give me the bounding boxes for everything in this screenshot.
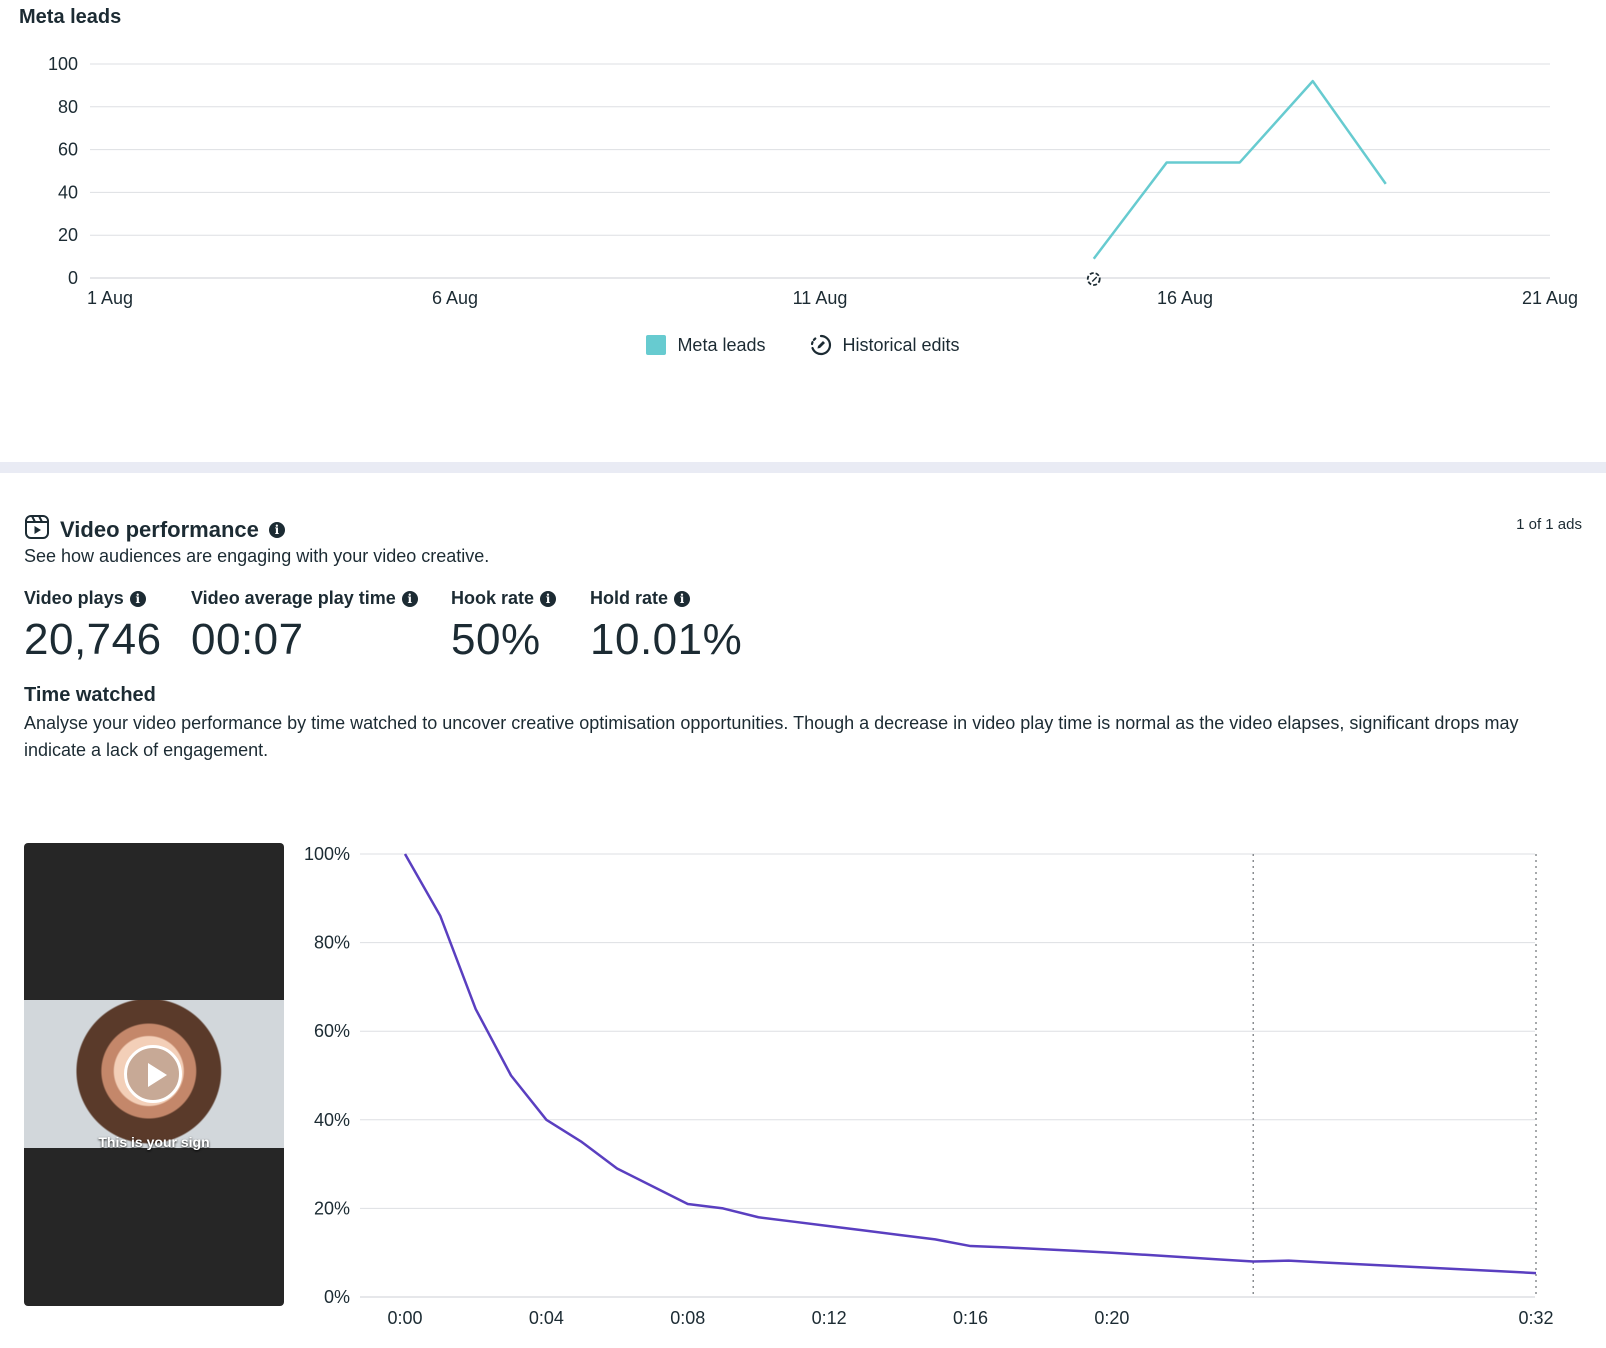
metric-label: Video average play time <box>191 588 396 608</box>
x-tick-label: 0:12 <box>812 1308 847 1328</box>
metric-value: 00:07 <box>191 615 304 664</box>
y-tick-label: 40 <box>58 182 78 202</box>
video-caption: This is your sign <box>98 1134 210 1150</box>
chart-legend: Meta leads Historical edits <box>0 334 1606 356</box>
historical-edit-icon <box>810 334 832 356</box>
metric-label: Hook rate <box>451 588 535 608</box>
section-divider <box>0 462 1606 473</box>
info-icon[interactable]: i <box>268 521 285 538</box>
metric-value: 10.01% <box>590 615 743 664</box>
metric-value: 50% <box>451 615 541 664</box>
x-tick-label: 6 Aug <box>432 288 478 308</box>
y-tick-label: 20 <box>58 225 78 245</box>
x-tick-label: 0:04 <box>529 1308 564 1328</box>
y-tick-label: 40% <box>314 1110 350 1130</box>
metric-label: Hold rate <box>590 588 669 608</box>
y-tick-label: 0% <box>324 1287 350 1307</box>
info-icon[interactable]: i <box>129 590 146 607</box>
y-tick-label: 80 <box>58 97 78 117</box>
play-icon[interactable] <box>124 1045 182 1103</box>
y-tick-label: 60% <box>314 1021 350 1041</box>
legend-item-historical-edits[interactable]: Historical edits <box>810 334 960 356</box>
video-reel-icon <box>24 514 50 545</box>
video-performance-title: Video performance <box>60 516 259 542</box>
x-tick-label: 0:32 <box>1518 1308 1553 1328</box>
x-tick-label: 0:16 <box>953 1308 988 1328</box>
metric-label: Video plays <box>24 588 124 608</box>
ads-count: 1 of 1 ads <box>1516 516 1582 533</box>
time-watched-description: Analyse your video performance by time w… <box>24 713 1519 760</box>
y-tick-label: 80% <box>314 933 350 953</box>
video-performance-header: Video performance i <box>24 514 285 545</box>
teal-swatch-icon <box>646 335 667 355</box>
x-tick-label: 11 Aug <box>793 288 848 308</box>
x-tick-label: 0:20 <box>1094 1308 1129 1328</box>
time-watched-title: Time watched <box>24 684 156 706</box>
x-tick-label: 0:00 <box>387 1308 422 1328</box>
y-tick-label: 20% <box>314 1198 350 1218</box>
x-tick-label: 16 Aug <box>1157 288 1213 308</box>
meta-leads-chart: 0 20 40 60 80 100 1 Aug 6 Aug 11 Aug 16 Aug 21 Aug <box>48 54 1578 308</box>
x-tick-label: 21 Aug <box>1522 288 1578 308</box>
legend-historical-edits-label: Historical edits <box>842 334 960 355</box>
x-tick-label: 1 Aug <box>87 288 133 308</box>
legend-item-meta-leads[interactable]: Meta leads <box>646 334 766 356</box>
video-performance-subtitle: See how audiences are engaging with your… <box>24 546 490 566</box>
metric-hold-rate: Hold rate i 10.01% <box>590 588 742 665</box>
metric-video-plays: Video plays i 20,746 <box>24 588 162 665</box>
info-icon[interactable]: i <box>401 590 418 607</box>
legend-meta-leads-label: Meta leads <box>677 334 766 355</box>
metric-average-play-time: Video average play time i 00:07 <box>191 588 418 665</box>
y-tick-label: 60 <box>58 140 78 160</box>
series-line-time-watched <box>403 853 1537 1275</box>
time-watched-chart: 0% 20% 40% 60% 80% 100% 0:00 0:04 0:08 0:12 0:16 0:… <box>304 844 1554 1328</box>
y-tick-label: 100 <box>48 54 78 74</box>
video-thumbnail[interactable]: This is your sign <box>24 843 284 1306</box>
meta-leads-title: Meta leads <box>19 6 122 28</box>
video-frame-image: This is your sign <box>24 1000 284 1150</box>
edit-marker-pencil <box>1091 276 1098 282</box>
x-tick-label: 0:08 <box>670 1308 705 1328</box>
metric-hook-rate: Hook rate i 50% <box>451 588 557 665</box>
info-icon[interactable]: i <box>540 590 557 607</box>
historical-edit-marker <box>1086 272 1101 286</box>
metric-value: 20,746 <box>24 615 162 664</box>
y-tick-label: 0 <box>68 268 78 288</box>
info-icon[interactable]: i <box>674 590 691 607</box>
y-tick-label: 100% <box>304 844 350 864</box>
meta-leads-section: 0 20 40 60 80 100 1 Aug 6 Aug 11 Aug 16 Aug 21 Aug… <box>0 0 1606 462</box>
series-line-meta-leads <box>1092 79 1387 260</box>
